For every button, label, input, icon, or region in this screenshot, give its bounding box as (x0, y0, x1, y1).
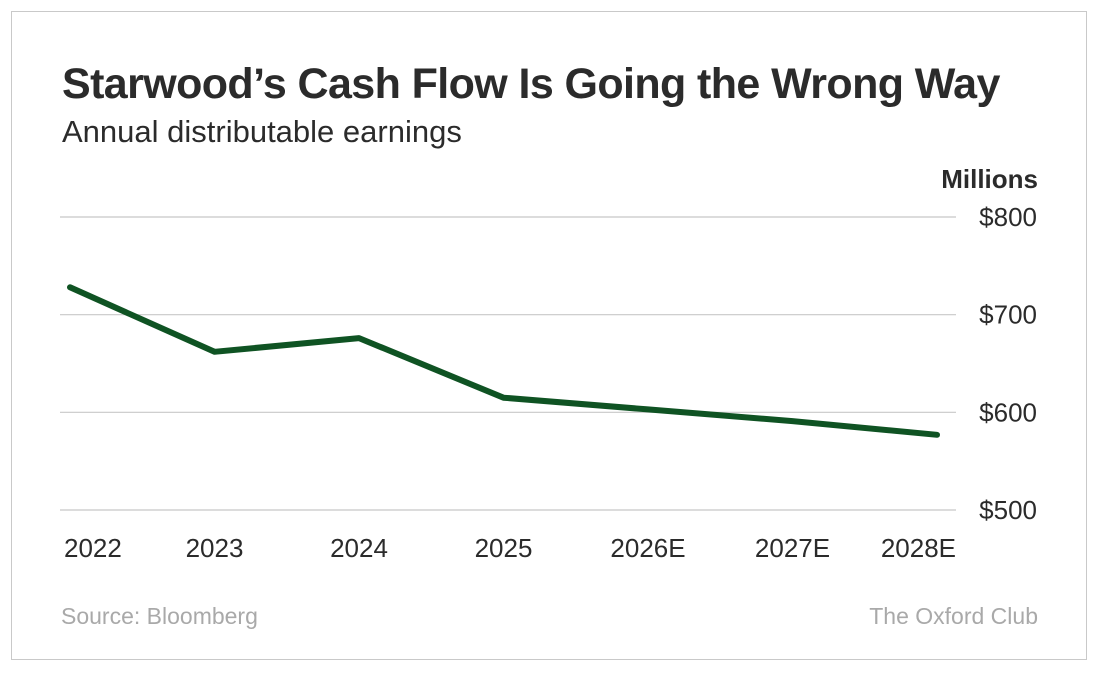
y-tick-label: $700 (979, 300, 1037, 330)
gridlines (60, 216, 956, 511)
chart-frame (11, 11, 1087, 660)
x-tick-label: 2028E (881, 533, 956, 563)
x-tick-label: 2027E (755, 533, 830, 563)
y-axis-unit-label: Millions (941, 164, 1038, 194)
chart-subtitle: Annual distributable earnings (62, 114, 462, 149)
x-axis-ticks: 2022 2023 2024 2025 2026E 2027E 2028E (64, 533, 956, 563)
x-tick-label: 2024 (330, 533, 388, 563)
y-tick-label: $800 (979, 202, 1037, 232)
y-tick-label: $500 (979, 495, 1037, 525)
chart-title: Starwood’s Cash Flow Is Going the Wrong … (62, 60, 1000, 108)
y-tick-label: $600 (979, 397, 1037, 427)
x-tick-label: 2025 (475, 533, 533, 563)
brand-credit: The Oxford Club (869, 603, 1038, 629)
x-tick-label: 2023 (186, 533, 244, 563)
source-note: Source: Bloomberg (61, 603, 258, 629)
x-tick-label: 2022 (64, 533, 122, 563)
series-lines (67, 284, 940, 438)
x-tick-label: 2026E (610, 533, 685, 563)
y-axis-ticks: $800 $700 $600 $500 (979, 202, 1037, 525)
